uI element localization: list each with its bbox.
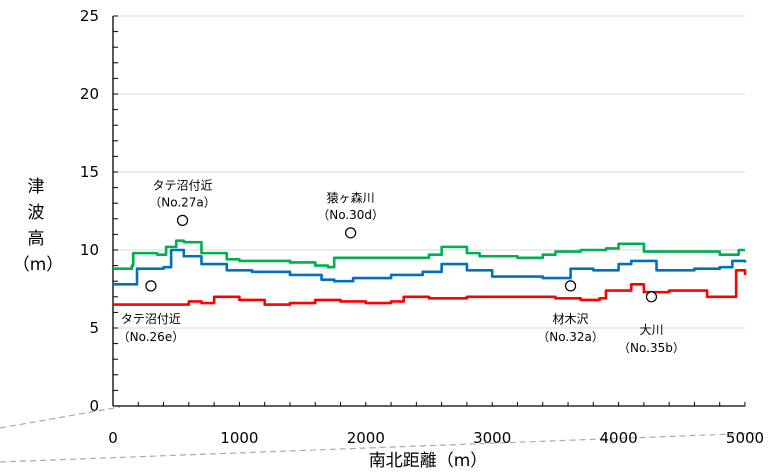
x-tick-label: 4000	[600, 429, 638, 447]
series-line-2	[113, 248, 747, 286]
annotation-sublabel: （No.32a）	[537, 330, 604, 344]
x-tick-label: 1000	[220, 429, 258, 447]
annotation-sublabel: （No.35b）	[618, 341, 685, 355]
series-line-1	[113, 239, 745, 271]
callout-dashed-line	[0, 406, 121, 429]
annotation-sublabel: （No.26e）	[118, 330, 185, 344]
x-tick-label: 5000	[726, 429, 764, 447]
grid	[113, 15, 745, 329]
x-tick-label: 2000	[347, 429, 385, 447]
x-tick-label: 0	[108, 429, 118, 447]
y-tick-label: 15	[80, 163, 99, 181]
y-axis-title-char: 津	[28, 177, 45, 197]
y-axis-title-unit: （m）	[13, 255, 64, 275]
annotation-label: 大川	[639, 323, 663, 337]
annotation-sublabel: （No.30d）	[317, 208, 384, 222]
y-tick-label: 10	[80, 241, 99, 259]
series-group	[113, 239, 747, 306]
callout-dashed-line	[0, 432, 761, 463]
y-axis-title: 津 波 高 （m）	[13, 177, 64, 275]
annotation-marker	[145, 280, 157, 292]
annotation-label: タテ沼付近	[153, 178, 213, 192]
y-axis-title-char: 波	[28, 203, 45, 223]
y-axis: 0 5 10 15 20 25	[80, 7, 99, 415]
annotation-marker	[645, 291, 658, 303]
x-tick-label: 3000	[473, 429, 511, 447]
annotation-marker	[564, 280, 577, 292]
annotation-sublabel: （No.27a）	[149, 195, 216, 209]
y-tick-label: 0	[89, 397, 99, 415]
y-tick-label: 25	[80, 7, 99, 25]
y-tick-label: 5	[89, 319, 99, 337]
x-axis-title: 南北距離（m）	[369, 451, 488, 471]
y-tick-label: 20	[80, 85, 99, 103]
annotation-label: 材木沢	[553, 312, 589, 326]
series-line-3	[113, 268, 747, 306]
annotation-marker	[345, 227, 357, 239]
annotations: タテ沼付近 （No.26e） タテ沼付近 （No.27a） 猿ヶ森川 （No.30d） 材木…	[118, 178, 685, 354]
annotation-label: 猿ヶ森川	[327, 190, 375, 205]
y-axis-title-char: 高	[28, 229, 45, 249]
annotation-marker	[176, 214, 189, 226]
plot-frame	[112, 15, 745, 407]
annotation-label: タテ沼付近	[121, 312, 181, 326]
x-axis: 0 1000 2000 3000 4000 5000	[108, 402, 764, 447]
